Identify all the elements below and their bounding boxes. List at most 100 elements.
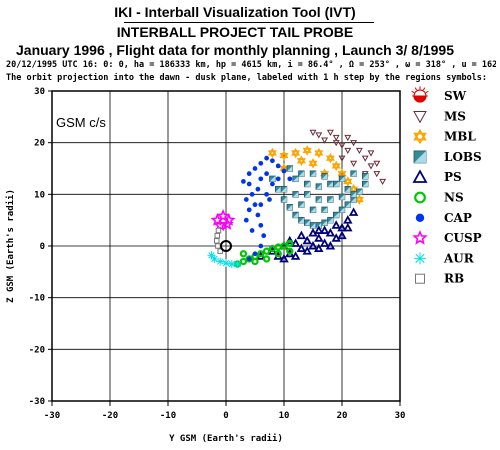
series-lobs [269, 165, 369, 229]
x-tick-label-6: 30 [395, 411, 406, 421]
point-lobs-30 [280, 185, 288, 193]
legend-label-mbl: MBL [444, 130, 476, 144]
point-aur-4 [233, 260, 242, 269]
legend-item-mbl: MBL [413, 128, 476, 145]
point-aur-5 [207, 251, 216, 260]
point-ps-28 [314, 225, 324, 234]
point-mbl-2 [291, 147, 301, 159]
point-ps-4 [302, 235, 312, 245]
earth-marker [220, 240, 232, 252]
point-rb-0 [214, 232, 221, 239]
point-lobs-26 [309, 170, 317, 177]
point-lobs-34 [327, 196, 334, 203]
point-ps-3 [290, 238, 301, 247]
point-lobs-3 [286, 204, 293, 211]
point-cap-0 [246, 171, 252, 177]
point-ns-1 [239, 257, 248, 266]
legend-label-lobs: LOBS [444, 150, 482, 164]
point-cap-19 [241, 179, 246, 184]
point-lobs-24 [286, 165, 293, 172]
y-tick-label-3: 0 [40, 242, 45, 252]
legend-triangle-down-icon [413, 111, 427, 124]
y-axis-label: Z GSM (Earth's radii) [5, 189, 16, 303]
point-ms-7 [350, 140, 358, 147]
point-ms-8 [355, 147, 363, 155]
legend-label-rb: RB [444, 272, 464, 286]
point-ps-25 [331, 220, 341, 229]
point-cap-14 [275, 163, 281, 169]
series-aur [207, 251, 242, 269]
point-lobs-36 [350, 191, 357, 198]
legend: SW MS MBL LOBS PS NS CAP CUSP AUR RB [411, 86, 482, 286]
point-lobs-10 [327, 216, 334, 224]
point-ms-12 [379, 178, 387, 186]
title-underline [124, 22, 374, 23]
legend-item-ns: NS [414, 191, 464, 205]
point-ns-8 [280, 242, 288, 250]
chart-title: IKI - Interball Visualization Tool (IVT) [114, 4, 356, 20]
point-cap-15 [281, 168, 287, 174]
x-tick-label-4: 10 [279, 411, 290, 421]
legend-item-sw: SW [411, 86, 467, 103]
point-ms-17 [332, 140, 340, 147]
point-ps-7 [337, 222, 347, 232]
point-ps-27 [343, 222, 353, 232]
legend-triangle-up-icon [412, 169, 428, 183]
series-ms [309, 129, 387, 186]
point-ns-14 [286, 247, 294, 255]
point-ms-16 [350, 160, 358, 167]
point-lobs-23 [292, 175, 299, 183]
point-ns-2 [245, 255, 253, 263]
y-tick-label-2: -10 [29, 294, 45, 304]
point-cap-23 [249, 228, 255, 233]
y-tick-label-0: -30 [29, 397, 45, 407]
point-lobs-27 [321, 173, 328, 180]
point-mbl-13 [354, 194, 364, 205]
point-lobs-14 [350, 196, 357, 203]
point-ps-9 [348, 207, 359, 216]
point-ps-19 [302, 246, 312, 255]
point-ns-7 [274, 243, 282, 251]
y-tick-label-4: 10 [34, 190, 45, 200]
point-ps-12 [296, 243, 307, 253]
point-cap-25 [275, 176, 281, 182]
series-mbl [267, 145, 364, 205]
point-ps-17 [325, 240, 336, 250]
point-mbl-9 [349, 183, 359, 195]
orbit-parameters: 20/12/1995 UTC 16: 0: 0, ha = 186333 km,… [6, 60, 496, 70]
point-mbl-8 [343, 176, 353, 187]
legend-item-aur: AUR [414, 251, 475, 265]
legend-star-of-david-icon [413, 128, 427, 145]
point-ms-6 [344, 147, 352, 155]
x-axis-label: Y GSM (Earth's radii) [169, 433, 283, 444]
legend-label-cap: CAP [444, 211, 472, 225]
point-cap-24 [264, 171, 269, 177]
point-cap-2 [249, 191, 255, 197]
point-cap-12 [264, 155, 269, 161]
point-lobs-20 [327, 180, 334, 188]
x-tick-label-1: -20 [102, 411, 118, 421]
point-mbl-4 [314, 147, 324, 159]
point-lobs-11 [332, 211, 340, 219]
point-ns-13 [274, 250, 282, 258]
point-lobs-6 [303, 219, 311, 226]
point-cap-4 [255, 212, 261, 218]
legend-asterisk-icon [414, 252, 426, 265]
point-cap-27 [258, 176, 264, 182]
point-ps-21 [279, 253, 289, 263]
point-ps-22 [296, 230, 307, 240]
legend-disc-icon [415, 213, 425, 222]
point-cap-6 [261, 233, 267, 239]
point-cap-9 [246, 256, 252, 262]
point-lobs-31 [292, 191, 299, 198]
point-lobs-28 [332, 180, 340, 188]
point-cap-11 [258, 160, 264, 166]
point-ns-11 [251, 257, 259, 266]
point-cap-7 [258, 243, 264, 249]
legend-square-icon [413, 150, 427, 164]
point-lobs-37 [298, 201, 305, 208]
projection-description: The orbit projection into the dawn - dus… [6, 73, 488, 83]
legend-item-rb: RB [415, 272, 464, 286]
coordinate-system-label: GSM c/s [56, 115, 106, 130]
